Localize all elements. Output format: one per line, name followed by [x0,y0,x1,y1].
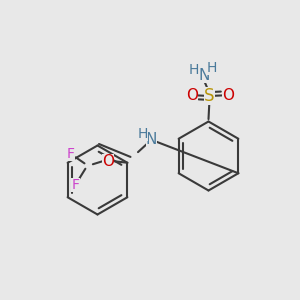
Text: O: O [186,88,198,103]
Text: H: H [206,61,217,74]
Text: N: N [198,68,210,82]
Text: N: N [146,132,157,147]
Text: F: F [71,178,80,192]
Text: H: H [137,127,148,141]
Text: O: O [222,88,234,103]
Text: O: O [102,154,114,169]
Text: F: F [66,147,74,161]
Text: H: H [189,63,199,76]
Text: S: S [204,87,215,105]
